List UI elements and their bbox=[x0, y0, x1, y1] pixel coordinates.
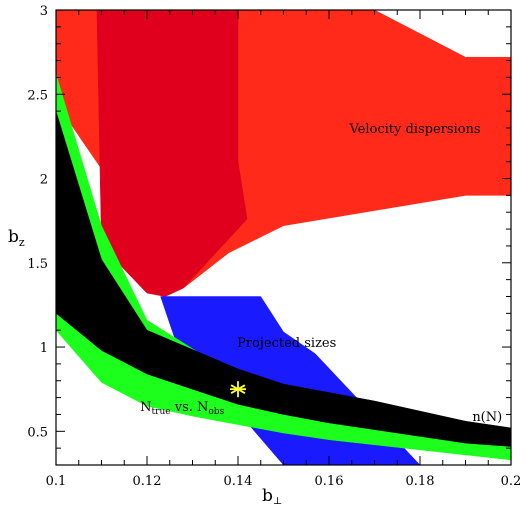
marker-layer bbox=[230, 381, 246, 398]
y-axis-label-main: b bbox=[8, 227, 19, 247]
y-tick-label: 2.5 bbox=[27, 88, 48, 103]
annotation-velocity-dispersions: Velocity dispersions bbox=[348, 122, 480, 137]
y-tick-labels: 0.5 1 1.5 2 2.5 3 bbox=[27, 4, 48, 440]
y-tick-label: 0.5 bbox=[27, 425, 48, 440]
x-tick-label: 0.12 bbox=[133, 474, 162, 489]
y-tick-label: 1.5 bbox=[27, 257, 48, 272]
x-tick-label: 0.18 bbox=[406, 474, 435, 489]
fiducial-marker bbox=[230, 381, 246, 398]
x-tick-label: 0.1 bbox=[46, 474, 67, 489]
x-tick-label: 0.14 bbox=[224, 474, 253, 489]
axis-ticks bbox=[55, 9, 512, 466]
region-nN bbox=[56, 111, 511, 447]
x-tick-label: 0.16 bbox=[315, 474, 344, 489]
y-tick-label: 1 bbox=[40, 341, 48, 356]
y-axis-label: bz bbox=[8, 227, 25, 249]
x-axis-label: b⊥ bbox=[262, 486, 282, 507]
x-axis-label-main: b bbox=[262, 486, 273, 506]
x-tick-label: 0.2 bbox=[501, 474, 522, 489]
y-tick-label: 2 bbox=[40, 173, 48, 188]
annotation-ntrue-vs-nobs: Ntrue vs. Nobs bbox=[140, 400, 224, 417]
annotations: Velocity dispersions Projected sizes n(N) N… bbox=[140, 122, 502, 425]
x-tick-labels: 0.1 0.12 0.14 0.16 0.18 0.2 bbox=[46, 474, 522, 489]
x-axis-label-sub: ⊥ bbox=[273, 496, 282, 507]
annotation-n-of-N: n(N) bbox=[472, 410, 502, 425]
data-regions bbox=[56, 10, 511, 465]
annotation-projected-sizes: Projected sizes bbox=[237, 336, 336, 351]
y-tick-label: 3 bbox=[40, 4, 48, 19]
y-axis-label-sub: z bbox=[19, 236, 25, 249]
